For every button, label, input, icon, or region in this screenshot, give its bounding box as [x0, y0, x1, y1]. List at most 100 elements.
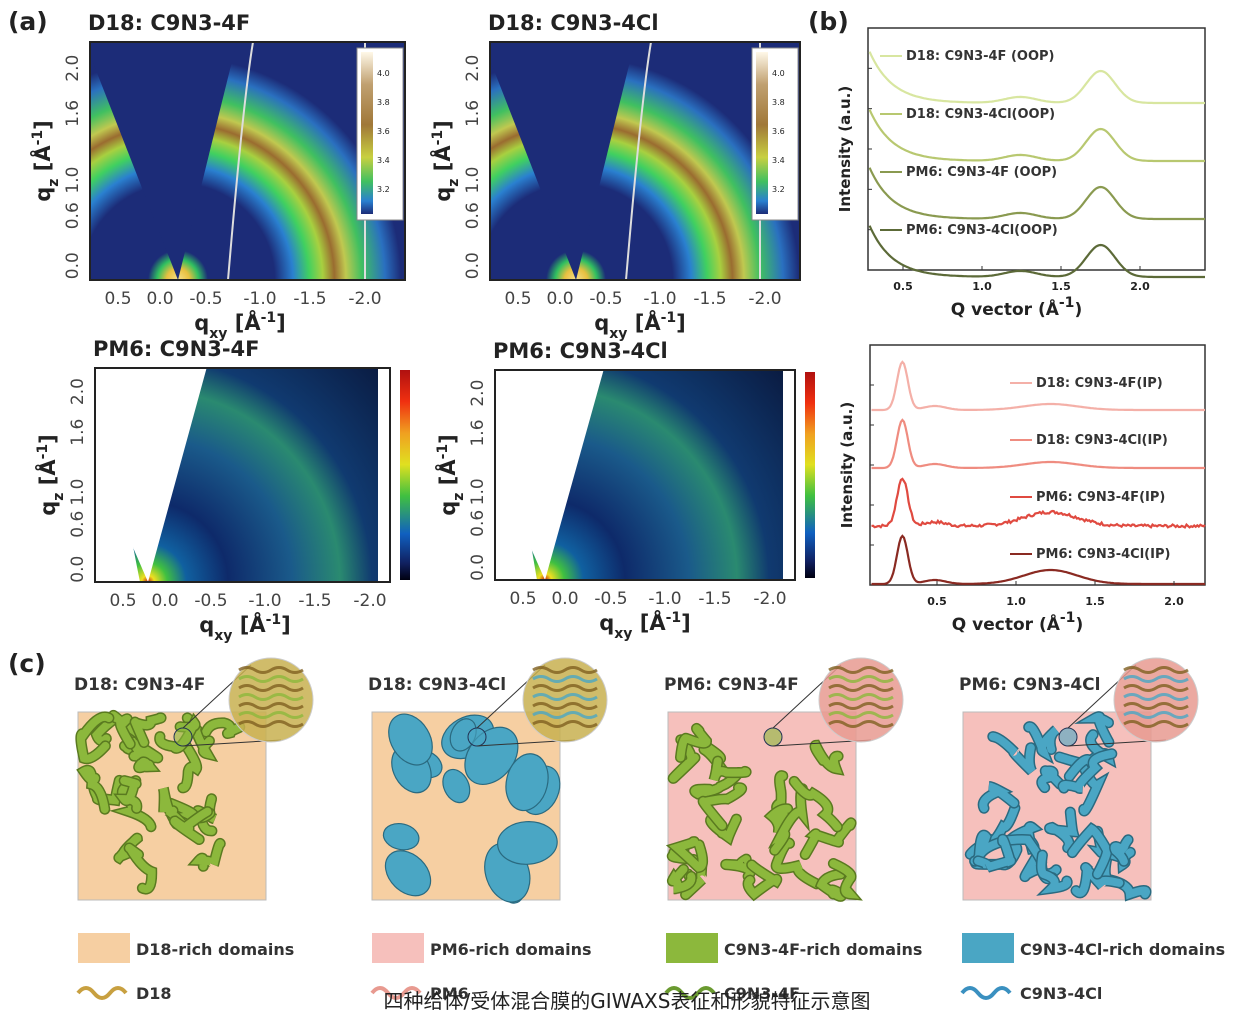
y-tick-label: 0.6 — [468, 510, 488, 537]
tick-text: 0.6 — [63, 202, 83, 229]
legend-swatch — [666, 933, 718, 963]
y-tick-label: 1.6 — [68, 419, 88, 446]
label-part: -1 — [266, 612, 282, 628]
x-tick-label: 0.5 — [109, 591, 136, 611]
label-part: -1 — [1059, 295, 1075, 311]
label-part: [Å — [232, 612, 266, 637]
tick-text: 1.6 — [68, 419, 88, 446]
y-tick-label: 1.0 — [468, 478, 488, 505]
x-tick-label: 0.0 — [546, 289, 573, 309]
legend-swatch — [372, 933, 424, 963]
label-part: [Å — [632, 610, 666, 635]
x-tick-label: -2.0 — [748, 289, 781, 309]
tick-text: 0.0 — [463, 252, 483, 279]
label-part: ) — [1074, 300, 1082, 320]
label-part: q — [36, 501, 60, 516]
x-tick-label: -2.0 — [753, 589, 786, 609]
legend-label: PM6-rich domains — [430, 940, 592, 959]
map-title: D18: C9N3-4F — [88, 11, 250, 35]
legend-swatch — [78, 933, 130, 963]
tick-text: 0.0 — [68, 556, 88, 583]
colorbar-tick-label: 3.8 — [377, 98, 390, 107]
axis-label: Q vector (Å-1) — [952, 610, 1083, 635]
x-tick-label: 2.0 — [1130, 280, 1150, 293]
tick-text: 2.0 — [68, 378, 88, 405]
y-tick-label: 1.0 — [63, 167, 83, 194]
x-tick-label: -2.0 — [348, 289, 381, 309]
label-part: ] — [436, 434, 460, 444]
label-part: [Å — [227, 310, 261, 335]
map-image — [53, 363, 390, 582]
label-part: q — [194, 311, 209, 335]
colorbar-tick-label: 3.4 — [377, 156, 390, 165]
y-tick-label: 2.0 — [463, 55, 483, 82]
y-tick-label: 1.0 — [68, 479, 88, 506]
x-tick-label: 0.5 — [104, 289, 131, 309]
axis-label: qz [Å-1] — [30, 120, 62, 202]
label-part: -1 — [30, 130, 46, 146]
label-part: ] — [31, 120, 55, 130]
label-part: ) — [1075, 615, 1083, 635]
morphology-scheme: PM6: C9N3-4F — [664, 658, 903, 900]
colorbar — [361, 52, 373, 214]
y-tick-label: 1.6 — [63, 100, 83, 127]
panel-label: (b) — [808, 7, 849, 36]
colorbar-tick-label: 4.0 — [772, 69, 785, 78]
x-tick-label: -0.5 — [194, 591, 227, 611]
tick-text: 1.0 — [63, 167, 83, 194]
y-tick-label: 0.0 — [68, 556, 88, 583]
caption: 四种给体/受体混合膜的GIWAXS表征和形貌特征示意图 — [384, 989, 871, 1013]
tick-text: 1.6 — [463, 100, 483, 127]
label-part: -1 — [435, 444, 451, 460]
axis-label: qxy [Å-1] — [599, 610, 691, 642]
label-part: q — [436, 501, 460, 516]
page: (a) (b) (c) 4.03.83.63.43.2D18: C9N3-4F0… — [0, 0, 1254, 1016]
label-part: xy — [614, 626, 632, 642]
y-axis-label: Intensity (a.u.) — [836, 86, 854, 212]
y-tick-label: 2.0 — [468, 380, 488, 407]
legend-label: C9N3-4Cl — [1020, 984, 1102, 1003]
label-part: -1 — [261, 310, 277, 326]
label-part: ] — [281, 613, 291, 637]
label-part: -1 — [666, 610, 682, 626]
x-tick-label: -1.0 — [248, 591, 281, 611]
figure: (a) (b) (c) 4.03.83.63.43.2D18: C9N3-4F0… — [0, 0, 1254, 1016]
scheme-title: D18: C9N3-4Cl — [368, 675, 506, 695]
zoom-spot — [764, 728, 782, 746]
label-part: q — [594, 311, 609, 335]
y-tick-label: 0.0 — [463, 252, 483, 279]
map-title: PM6: C9N3-4Cl — [493, 339, 668, 363]
morphology-scheme: PM6: C9N3-4Cl — [959, 658, 1198, 900]
label-part: -1 — [1060, 610, 1076, 626]
axis-label: qz [Å-1] — [35, 434, 67, 516]
profile-chart: D18: C9N3-4F(IP)D18: C9N3-4Cl(IP)PM6: C9… — [838, 345, 1205, 635]
label-part: z — [446, 179, 462, 187]
tick-text: 2.0 — [63, 55, 83, 82]
x-tick-label: -1.5 — [693, 289, 726, 309]
y-tick-label: 1.0 — [463, 167, 483, 194]
morphology-scheme: D18: C9N3-4F — [74, 658, 313, 900]
zoom-spot — [174, 728, 192, 746]
label-part: ] — [276, 311, 286, 335]
x-tick-label: 0.5 — [893, 280, 913, 293]
y-tick-label: 1.6 — [463, 100, 483, 127]
edge-gap — [378, 368, 390, 582]
curve-label: D18: C9N3-4F (OOP) — [906, 49, 1054, 64]
label-part: [Å — [35, 459, 60, 493]
curve-label: D18: C9N3-4Cl(IP) — [1036, 433, 1168, 448]
label-part: xy — [214, 628, 232, 644]
acceptor-domain — [139, 762, 150, 768]
x-tick-label: -2.0 — [353, 591, 386, 611]
tick-text: 1.0 — [468, 478, 488, 505]
tick-text: 1.6 — [468, 419, 488, 446]
x-tick-label: 1.0 — [1006, 595, 1026, 608]
y-tick-label: 2.0 — [63, 55, 83, 82]
label-part: Q vector (Å — [952, 612, 1061, 635]
label-part: ] — [676, 311, 686, 335]
curve-label: PM6: C9N3-4Cl(IP) — [1036, 547, 1170, 562]
scheme-title: D18: C9N3-4F — [74, 675, 205, 695]
giwaxs-map: 4.03.83.63.43.2D18: C9N3-4Cl0.50.0-0.5-1… — [430, 11, 800, 342]
y-tick-label: 2.0 — [68, 378, 88, 405]
x-tick-label: -1.5 — [298, 591, 331, 611]
